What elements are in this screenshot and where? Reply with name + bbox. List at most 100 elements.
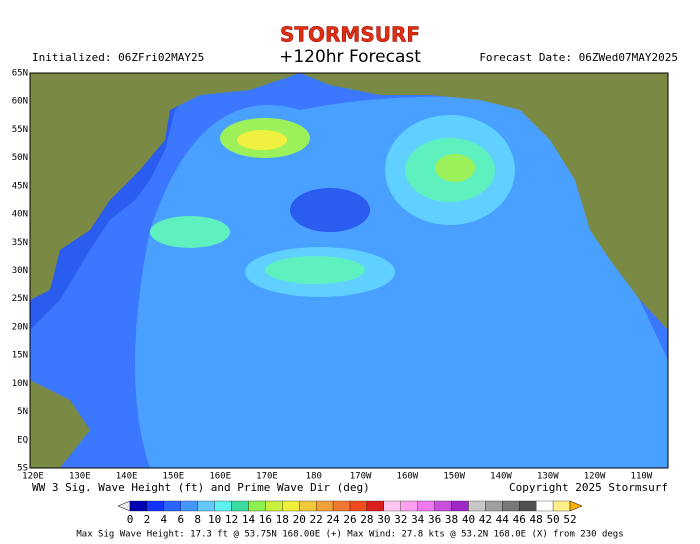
lat-label: 15N — [12, 351, 28, 361]
lon-label: 130W — [537, 472, 559, 482]
scale-swatch — [265, 500, 283, 512]
scale-label: 26 — [343, 513, 356, 526]
scale-swatch — [282, 500, 300, 512]
lat-label: 50N — [12, 153, 28, 163]
scale-label: 24 — [326, 513, 340, 526]
lon-label: 160E — [209, 472, 231, 482]
scale-swatch — [231, 500, 249, 512]
scale-label: 32 — [394, 513, 407, 526]
description: WW 3 Sig. Wave Height (ft) and Prime Wav… — [32, 481, 370, 494]
scale-label: 8 — [194, 513, 201, 526]
lat-label: 20N — [12, 322, 28, 332]
logo: STORMSURF — [280, 23, 420, 47]
scale-swatch — [451, 500, 469, 512]
wave-zone — [150, 216, 230, 248]
land-north-america — [300, 73, 668, 330]
wave-zone — [265, 256, 365, 284]
forecast-date: Forecast Date: 06ZWed07MAY2025 — [479, 51, 678, 64]
scale-swatch — [536, 500, 554, 512]
scale-swatch — [502, 500, 520, 512]
lat-label: 10N — [12, 379, 28, 389]
lon-label: 120W — [584, 472, 606, 482]
scale-label: 48 — [530, 513, 543, 526]
scale-label: 22 — [310, 513, 323, 526]
scale-label: 46 — [513, 513, 526, 526]
scale-swatch — [316, 500, 334, 512]
scale-label: 12 — [225, 513, 238, 526]
wave-zone — [290, 188, 370, 232]
scale-label: 42 — [479, 513, 492, 526]
scale-label: 40 — [462, 513, 475, 526]
lon-label: 140E — [116, 472, 138, 482]
stats: Max Sig Wave Height: 17.3 ft @ 53.75N 16… — [76, 530, 623, 540]
scale-swatch — [468, 500, 486, 512]
lon-label: 120E — [22, 472, 44, 482]
lon-label: 150E — [163, 472, 185, 482]
scale-label: 4 — [161, 513, 168, 526]
lon-label: 130E — [69, 472, 91, 482]
lon-label: 160W — [397, 472, 419, 482]
scale-label: 2 — [144, 513, 151, 526]
lat-label: 5S — [17, 464, 28, 474]
axis-labels: 65N 60N 55N 50N 45N 40N 35N 30N 25N 20N 15N 10N 5N EQ… — [12, 69, 653, 482]
scale-swatch — [383, 500, 401, 512]
scale-label: 36 — [428, 513, 441, 526]
map — [29, 72, 669, 469]
lon-label: 110W — [631, 472, 653, 482]
lat-label: 30N — [12, 266, 28, 276]
lon-label: 170E — [256, 472, 278, 482]
lat-label: 5N — [17, 407, 28, 417]
scale-swatch — [349, 500, 368, 512]
scale-label: 14 — [242, 513, 256, 526]
scale-label: 34 — [411, 513, 425, 526]
scale-swatch — [485, 500, 503, 512]
wave-zone — [237, 130, 287, 150]
scale-label: 16 — [259, 513, 272, 526]
land-southeast-asia — [30, 380, 90, 468]
scale-swatch — [214, 500, 232, 512]
lat-label: 65N — [12, 69, 28, 79]
lat-label: 55N — [12, 125, 28, 135]
scale-swatch — [163, 500, 181, 512]
copyright: Copyright 2025 Stormsurf — [509, 481, 668, 494]
scale-swatch — [552, 500, 571, 512]
scale-swatch — [146, 500, 164, 512]
scale-label: 10 — [208, 513, 221, 526]
wave-zone — [435, 154, 475, 182]
scale-label: 18 — [276, 513, 289, 526]
scale-swatch — [400, 500, 418, 512]
map-frame — [29, 72, 669, 469]
scale-arrow-right — [569, 500, 583, 512]
lon-label: 170W — [350, 472, 372, 482]
scale-label: 30 — [377, 513, 390, 526]
scale-label: 50 — [546, 513, 559, 526]
lon-label: 180 — [306, 472, 322, 482]
title: +120hr Forecast — [279, 47, 421, 67]
lon-label: 150W — [443, 472, 465, 482]
scale-swatch — [417, 500, 435, 512]
lat-label: 35N — [12, 238, 28, 248]
lat-label: 25N — [12, 294, 28, 304]
wave-zone — [135, 96, 668, 469]
scale-swatch — [248, 500, 266, 512]
scale-label: 20 — [293, 513, 306, 526]
scale-swatch — [129, 500, 148, 512]
color-scale: 0 2 4 6 8 10 12 14 16 18 20 22 24 26 28 30 32 34 36 38 40 42 4… — [117, 500, 583, 526]
lat-label: 40N — [12, 210, 28, 220]
lat-label: EQ — [17, 435, 28, 445]
lon-label: 140W — [490, 472, 512, 482]
scale-swatch — [519, 500, 537, 512]
scale-label: 38 — [445, 513, 458, 526]
initialized: Initialized: 06ZFri02MAY25 — [32, 51, 204, 64]
scale-label: 6 — [177, 513, 184, 526]
lat-label: 45N — [12, 181, 28, 191]
scale-swatch — [332, 500, 351, 512]
scale-label: 52 — [563, 513, 576, 526]
scale-label: 44 — [496, 513, 510, 526]
scale-swatch — [366, 500, 384, 512]
scale-label: 0 — [127, 513, 134, 526]
scale-label: 28 — [360, 513, 373, 526]
scale-swatch — [197, 500, 215, 512]
scale-swatch — [434, 500, 452, 512]
